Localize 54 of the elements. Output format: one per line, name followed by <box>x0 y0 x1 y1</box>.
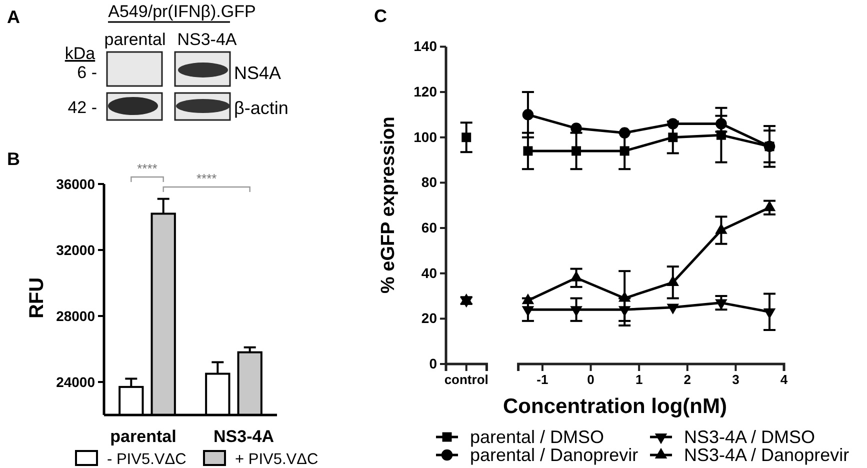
text: parental <box>104 30 166 49</box>
text: **** <box>137 161 158 176</box>
text: 42 - <box>68 98 97 117</box>
legend-label: NS3-4A / DMSO <box>684 427 816 447</box>
legend-label: parental / DMSO <box>470 427 604 447</box>
text: 6 - <box>77 63 97 82</box>
y-tick-label: 60 <box>421 219 438 236</box>
point <box>522 109 534 120</box>
point <box>668 132 678 142</box>
point <box>572 146 582 156</box>
x-tick-label: control <box>444 372 488 388</box>
x-axis-title: Concentration log(nM) <box>503 395 727 418</box>
point <box>666 304 680 314</box>
point <box>763 308 776 319</box>
y-tick-label: 36000 <box>56 176 96 192</box>
y-tick-label: 20 <box>421 310 438 326</box>
x-tick-label: 1 <box>635 372 643 388</box>
x-tick-label: -1 <box>536 372 548 388</box>
y-tick-label: 120 <box>414 84 438 100</box>
text: A <box>7 7 20 27</box>
legend-label: - PIV5.VΔC <box>107 451 186 468</box>
y-tick-label: 100 <box>414 128 438 145</box>
point <box>523 146 533 156</box>
point <box>716 118 727 130</box>
x-tick-label: 0 <box>587 372 594 388</box>
text: NS3-4A <box>177 30 238 49</box>
point <box>620 146 630 156</box>
text: β-actin <box>234 98 288 118</box>
chart-title: C <box>374 6 387 26</box>
x-tick-label: 2 <box>684 372 691 388</box>
point <box>522 306 534 317</box>
y-tick-label: 28000 <box>56 308 96 324</box>
x-tick-label: 4 <box>780 372 788 388</box>
text: A549/pr(IFNβ).GFP <box>108 2 256 21</box>
text: NS4A <box>234 63 282 83</box>
y-tick-label: 140 <box>414 38 438 54</box>
y-tick-label: 24000 <box>56 374 96 390</box>
legend-label: + PIV5.VΔC <box>235 451 318 468</box>
point <box>667 118 679 130</box>
legend-label: NS3-4A / Danoprevir <box>684 445 850 465</box>
annotation: **** <box>196 171 217 186</box>
point <box>715 299 728 310</box>
y-axis-title: RFU <box>26 277 48 319</box>
chart-title: B <box>7 149 20 169</box>
y-tick-label: 32000 <box>56 242 96 258</box>
text: kDa <box>64 44 96 63</box>
point <box>570 306 582 317</box>
y-axis-title: % eGFP expression <box>378 116 399 294</box>
y-tick-label: 80 <box>421 174 438 190</box>
y-tick-label: 40 <box>421 264 438 281</box>
point <box>618 127 630 138</box>
point <box>570 122 582 134</box>
x-tick-label: 3 <box>732 372 740 388</box>
y-tick-label: 0 <box>429 355 438 372</box>
